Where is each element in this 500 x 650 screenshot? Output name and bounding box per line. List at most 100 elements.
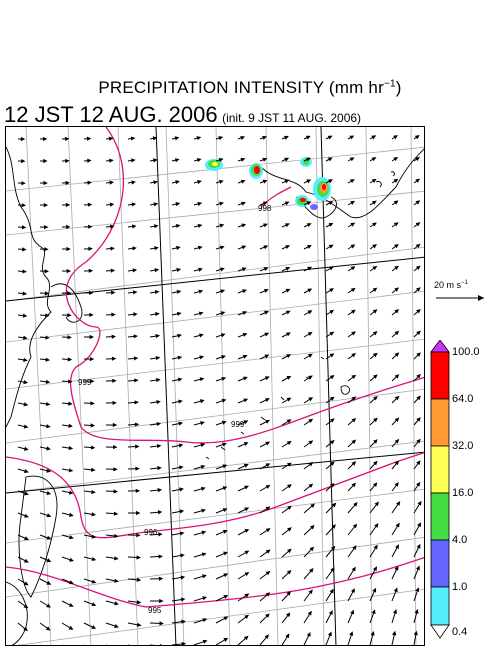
wind-vector-head bbox=[112, 400, 117, 406]
wind-vector-head bbox=[153, 202, 159, 207]
wind-vector-head bbox=[372, 331, 378, 336]
wind-vector-head bbox=[307, 266, 313, 271]
wind-vector-head bbox=[23, 424, 29, 429]
wind-vector-head bbox=[351, 309, 356, 314]
isobar-lines bbox=[6, 127, 424, 608]
wind-vector-head bbox=[286, 462, 292, 467]
wind-vector-head bbox=[350, 244, 356, 249]
wind-vector-head bbox=[199, 355, 205, 360]
wind-vector-head bbox=[220, 311, 226, 316]
wind-vector-head bbox=[286, 570, 292, 575]
wind-vector-head bbox=[180, 597, 186, 602]
wind-vector-head bbox=[158, 554, 163, 559]
wind-vector-head bbox=[371, 178, 377, 184]
wind-vector-head bbox=[113, 444, 118, 450]
wind-vector-head bbox=[110, 290, 116, 295]
wind-vector-head bbox=[329, 396, 335, 401]
wind-vector bbox=[62, 644, 63, 645]
wind-vector-head bbox=[372, 265, 378, 271]
colorbar-bottom-arrow bbox=[430, 624, 450, 639]
wind-vector-head bbox=[287, 505, 292, 511]
wind-vector-head bbox=[349, 179, 355, 184]
wind-vector-head bbox=[307, 353, 313, 358]
wind-vector-head bbox=[219, 179, 224, 184]
wind-vector-head bbox=[222, 486, 228, 491]
wind-vector-head bbox=[243, 376, 248, 381]
wind-vector-head bbox=[416, 460, 421, 466]
wind-vector-head bbox=[177, 333, 182, 338]
wind-vector-head bbox=[200, 464, 206, 470]
wind-vector-head bbox=[201, 574, 207, 579]
wind-vector-head bbox=[46, 603, 51, 608]
colorbar-label-4: 4.0 bbox=[452, 534, 468, 546]
wind-vector-head bbox=[178, 443, 184, 448]
wind-vector-head bbox=[329, 353, 335, 358]
wind-vector-head bbox=[136, 555, 141, 560]
wind-vector-head bbox=[265, 484, 271, 489]
wind-vector-head bbox=[153, 180, 158, 185]
wind-vector-head bbox=[197, 223, 203, 228]
wind-vector-head bbox=[265, 463, 271, 468]
wind-vector-head bbox=[45, 379, 51, 384]
wind-vector-head bbox=[394, 482, 399, 487]
wind-vector-head bbox=[69, 580, 74, 585]
wind-vector-head bbox=[89, 334, 94, 340]
wind-vector-head bbox=[242, 289, 247, 294]
wind-vector-head bbox=[45, 401, 51, 406]
wind-vector-head bbox=[200, 443, 206, 448]
wind-vector-head bbox=[136, 577, 142, 582]
wind-vector-head bbox=[23, 626, 28, 632]
wind-vector-head bbox=[265, 398, 270, 403]
wind-vector-head bbox=[306, 223, 312, 228]
wind-vector-head bbox=[218, 157, 224, 162]
wind-vector-head bbox=[44, 269, 49, 274]
wind-vector-head bbox=[372, 482, 378, 488]
wind-vector-head bbox=[306, 631, 311, 637]
wind-vector-head bbox=[416, 417, 421, 422]
wind-vector-head bbox=[155, 311, 160, 317]
wind-vector-head bbox=[308, 397, 314, 402]
wind-vector-head bbox=[136, 533, 141, 538]
wind-vector-head bbox=[157, 510, 163, 515]
wind-vector-head bbox=[287, 527, 292, 532]
wind-vector-head bbox=[308, 375, 313, 380]
wind-vector-head bbox=[136, 600, 142, 605]
colorbar-segment-orange bbox=[430, 398, 450, 447]
wind-vector-head bbox=[91, 602, 97, 607]
wind-vector-head bbox=[307, 288, 313, 293]
wind-vector-head bbox=[371, 135, 377, 140]
wind-vector-head bbox=[308, 440, 314, 445]
wind-vector-head bbox=[374, 501, 379, 507]
colorbar-segment-cyan bbox=[430, 586, 450, 626]
wind-vector-head bbox=[263, 223, 268, 228]
wind-vector-head bbox=[223, 573, 229, 578]
wind-vector-head bbox=[87, 158, 92, 163]
wind-vector-head bbox=[135, 466, 140, 471]
wind-vector-head bbox=[351, 374, 357, 380]
wind-vector-head bbox=[373, 417, 378, 423]
wind-vector-head bbox=[394, 265, 399, 271]
japan-coast bbox=[260, 148, 424, 219]
title-close: ) bbox=[395, 78, 402, 97]
wind-vector-head bbox=[265, 549, 271, 554]
wind-vector-head bbox=[373, 396, 378, 401]
wind-vector-head bbox=[66, 268, 72, 274]
colorbar-segment-blue bbox=[430, 539, 450, 588]
wind-vector-head bbox=[220, 333, 226, 338]
isobar-label-0: 998 bbox=[258, 204, 272, 213]
wind-vector-head bbox=[68, 625, 74, 630]
wind-vector-head bbox=[197, 201, 203, 207]
wind-vector-head bbox=[265, 441, 271, 446]
wind-vector-head bbox=[285, 223, 290, 228]
wind-vector-head bbox=[330, 567, 335, 572]
wind-vector-head bbox=[265, 570, 271, 576]
wind-vector-head bbox=[351, 482, 356, 488]
wind-vector-head bbox=[131, 158, 136, 163]
wind-vector-head bbox=[329, 483, 335, 488]
wind-vector-head bbox=[174, 136, 180, 141]
wind-vector-head bbox=[350, 609, 354, 615]
wind-vector-head bbox=[22, 335, 28, 340]
wind-vector-head bbox=[416, 373, 421, 379]
wind-vector-head bbox=[394, 352, 400, 357]
wind-vector-head bbox=[264, 376, 270, 381]
